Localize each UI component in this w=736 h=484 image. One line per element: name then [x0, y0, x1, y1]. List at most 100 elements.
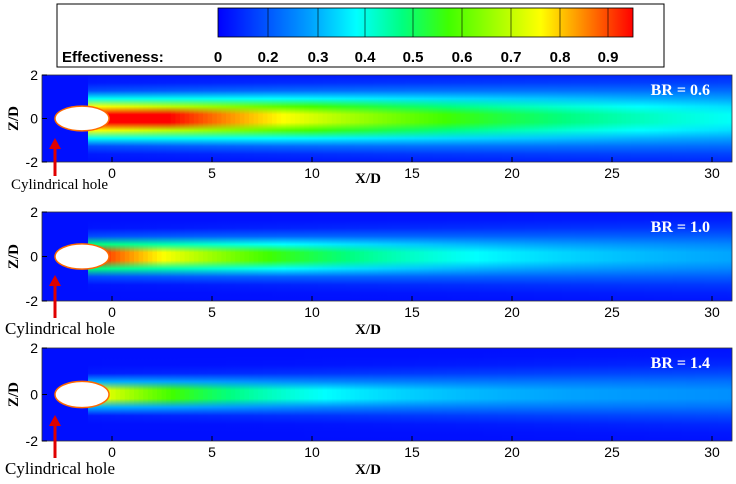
jet-strip	[502, 75, 508, 162]
jet-strip	[368, 212, 374, 301]
jet-strip	[621, 212, 627, 301]
jet-strip	[538, 75, 544, 162]
jet-strip	[709, 212, 715, 301]
jet-strip	[180, 212, 186, 301]
jet-strip	[617, 75, 623, 162]
jet-strip	[598, 212, 604, 301]
jet-strip	[465, 348, 471, 441]
jet-strip	[124, 212, 130, 301]
jet-strip	[198, 75, 204, 162]
jet-strip	[456, 348, 462, 441]
jet-strip	[456, 75, 462, 162]
colorbar-tick-label: 0.7	[501, 49, 522, 66]
jet-strip	[244, 75, 250, 162]
jet-strip	[377, 348, 383, 441]
jet-strip	[322, 212, 328, 301]
jet-strip	[672, 348, 678, 441]
colorbar-tick-label: 0	[214, 49, 222, 66]
jet-strip	[630, 75, 636, 162]
cylindrical-hole-label: Cylindrical hole	[5, 459, 115, 478]
y-tick-label: -2	[26, 433, 39, 449]
jet-strip	[640, 348, 646, 441]
jet-strip	[111, 212, 117, 301]
jet-strip	[506, 212, 512, 301]
jet-strip	[382, 212, 388, 301]
jet-strip	[189, 75, 195, 162]
jet-strip	[295, 348, 301, 441]
jet-strip	[377, 212, 383, 301]
jet-strip	[506, 75, 512, 162]
jet-strip	[598, 348, 604, 441]
jet-strip	[557, 212, 563, 301]
jet-strip	[258, 212, 264, 301]
jet-strip	[262, 75, 268, 162]
jet-strip	[617, 348, 623, 441]
jet-strip	[249, 212, 255, 301]
jet-strip	[465, 212, 471, 301]
jet-strip	[488, 212, 494, 301]
jet-strip	[180, 75, 186, 162]
cylindrical-hole-label: Cylindrical hole	[5, 319, 115, 338]
jet-strip	[557, 75, 563, 162]
jet-strip	[152, 75, 158, 162]
jet-strip	[709, 348, 715, 441]
jet-strip	[525, 212, 531, 301]
jet-strip	[492, 348, 498, 441]
jet-strip	[566, 348, 572, 441]
jet-strip	[341, 75, 347, 162]
jet-strip	[120, 75, 126, 162]
jet-strip	[460, 212, 466, 301]
jet-strip	[143, 212, 149, 301]
jet-strip	[410, 212, 416, 301]
x-tick-label: 30	[704, 304, 720, 320]
jet-strip	[653, 75, 659, 162]
jet-strip	[285, 75, 291, 162]
jet-strip	[529, 348, 535, 441]
jet-strip	[258, 75, 264, 162]
jet-strip	[198, 348, 204, 441]
x-tick-label: 0	[108, 304, 116, 320]
jet-strip	[193, 75, 199, 162]
jet-strip	[313, 348, 319, 441]
jet-strip	[644, 348, 650, 441]
x-axis-label: X/D	[355, 462, 381, 478]
jet-strip	[387, 212, 393, 301]
jet-strip	[175, 212, 181, 301]
jet-strip	[644, 75, 650, 162]
jet-strip	[391, 75, 397, 162]
jet-strip	[331, 212, 337, 301]
jet-strip	[506, 348, 512, 441]
jet-strip	[396, 348, 402, 441]
jet-strip	[235, 75, 241, 162]
y-tick-label: 0	[30, 249, 38, 265]
jet-strip	[322, 348, 328, 441]
jet-strip	[189, 212, 195, 301]
jet-strip	[658, 75, 664, 162]
panel-br-1-4: BR = 1.420-2Z/D0 5 10 15 20 25 30X/DCylindrica…	[5, 340, 733, 478]
colorbar-tick-label: 0.3	[308, 49, 329, 66]
jet-strip	[488, 75, 494, 162]
jet-strip	[699, 75, 705, 162]
jet-strip	[552, 212, 558, 301]
jet-strip	[589, 75, 595, 162]
jet-strip	[226, 75, 232, 162]
jet-strip	[290, 348, 296, 441]
jet-strip	[184, 348, 190, 441]
jet-strip	[603, 212, 609, 301]
jet-strip	[718, 75, 724, 162]
jet-strip	[143, 348, 149, 441]
jet-strip	[396, 75, 402, 162]
jet-strip	[203, 212, 209, 301]
jet-strip	[630, 212, 636, 301]
jet-strip	[272, 212, 278, 301]
jet-strip	[308, 75, 314, 162]
jet-strip	[598, 75, 604, 162]
x-tick-label: 15	[404, 165, 420, 181]
jet-strip	[695, 212, 701, 301]
jet-strip	[304, 75, 310, 162]
jet-strip	[341, 348, 347, 441]
jet-strip	[318, 212, 324, 301]
jet-strip	[147, 212, 153, 301]
jet-strip	[676, 75, 682, 162]
jet-strip	[640, 212, 646, 301]
